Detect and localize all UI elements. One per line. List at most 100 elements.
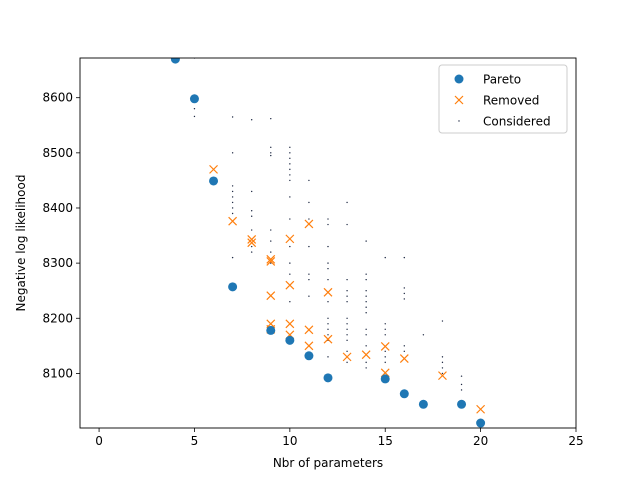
legend-label: Considered <box>483 115 551 129</box>
considered-point <box>231 207 234 209</box>
considered-point <box>403 292 406 295</box>
series-pareto <box>170 58 486 428</box>
legend-marker <box>458 120 460 122</box>
removed-point <box>209 164 218 174</box>
x-axis-ticks: 0 5 10 15 20 25 <box>95 428 584 448</box>
legend-box <box>438 64 568 134</box>
considered-point <box>365 295 367 297</box>
considered-point <box>270 146 272 149</box>
y-tick-label: 8500 <box>42 146 73 160</box>
considered-point <box>327 267 329 270</box>
removed-point <box>361 350 371 360</box>
x-axis-label: Nbr of parameters <box>273 456 383 470</box>
considered-point <box>289 301 291 303</box>
considered-point <box>384 356 386 358</box>
x-tick-label: 0 <box>95 434 103 448</box>
legend: Pareto Removed Considered <box>438 64 568 134</box>
considered-point <box>403 287 406 289</box>
considered-point <box>231 190 234 193</box>
considered-point <box>346 223 348 226</box>
x-tick-label: 5 <box>191 434 199 448</box>
considered-point <box>250 245 253 248</box>
legend-label: Pareto <box>483 73 521 87</box>
considered-point <box>270 152 272 154</box>
axes-frame <box>79 57 577 429</box>
considered-point <box>250 119 253 121</box>
considered-point <box>250 210 253 212</box>
considered-point <box>365 240 367 242</box>
legend-item-removed: Removed <box>454 94 539 108</box>
considered-point <box>346 278 348 281</box>
considered-point <box>289 146 291 149</box>
y-tick-label: 8300 <box>42 256 73 270</box>
considered-point <box>270 154 272 157</box>
considered-point <box>308 218 310 220</box>
removed-point <box>380 341 390 351</box>
removed-point <box>266 257 276 266</box>
considered-point <box>346 201 348 204</box>
pareto-point <box>457 399 467 409</box>
pareto-point <box>228 282 238 292</box>
removed-point <box>304 341 314 351</box>
plot-marks <box>170 58 486 428</box>
removed-point <box>476 404 486 414</box>
pareto-point <box>380 374 390 384</box>
considered-point <box>403 350 406 353</box>
removed-point <box>323 334 333 344</box>
pareto-point <box>189 94 199 104</box>
pareto-point <box>285 335 295 345</box>
considered-point <box>384 334 386 336</box>
considered-point <box>270 229 272 231</box>
y-tick-label: 8200 <box>42 311 73 325</box>
considered-point <box>365 345 367 347</box>
pareto-point <box>476 418 486 428</box>
y-tick-label: 8100 <box>42 366 73 380</box>
considered-point <box>289 174 291 176</box>
removed-point <box>438 371 447 381</box>
considered-point <box>289 163 291 165</box>
considered-point <box>327 323 329 325</box>
considered-point <box>308 273 310 275</box>
considered-point <box>346 339 348 342</box>
pareto-point <box>323 373 333 383</box>
considered-point <box>308 179 310 182</box>
considered-point <box>289 262 291 264</box>
considered-point <box>270 262 272 264</box>
pareto-point <box>304 351 314 361</box>
removed-point <box>304 325 314 335</box>
considered-point <box>365 301 367 303</box>
considered-point <box>289 245 291 248</box>
considered-point <box>327 301 329 303</box>
considered-point <box>193 108 196 110</box>
y-tick-label: 8400 <box>42 201 73 215</box>
considered-point <box>365 289 367 292</box>
removed-point <box>285 280 295 290</box>
removed-point <box>285 234 295 244</box>
pareto-point <box>266 325 276 335</box>
considered-point <box>193 115 196 118</box>
considered-point <box>289 179 291 182</box>
removed-point <box>342 352 352 362</box>
considered-point <box>384 350 386 353</box>
considered-point <box>384 256 386 259</box>
considered-point <box>384 328 386 330</box>
considered-point <box>384 323 386 325</box>
pareto-point <box>209 176 219 186</box>
considered-point <box>403 345 406 347</box>
considered-point <box>441 372 444 375</box>
considered-point <box>441 367 444 369</box>
considered-point <box>365 312 367 314</box>
considered-point <box>365 278 367 281</box>
considered-point <box>365 306 367 308</box>
considered-point <box>308 278 310 281</box>
y-tick-label: 8600 <box>42 91 73 105</box>
considered-point <box>289 168 291 171</box>
considered-point <box>308 295 310 297</box>
considered-point <box>231 201 234 204</box>
considered-point <box>327 245 329 248</box>
legend-item-considered: Considered <box>458 115 551 129</box>
x-tick-label: 15 <box>378 434 393 448</box>
considered-point <box>441 361 444 364</box>
